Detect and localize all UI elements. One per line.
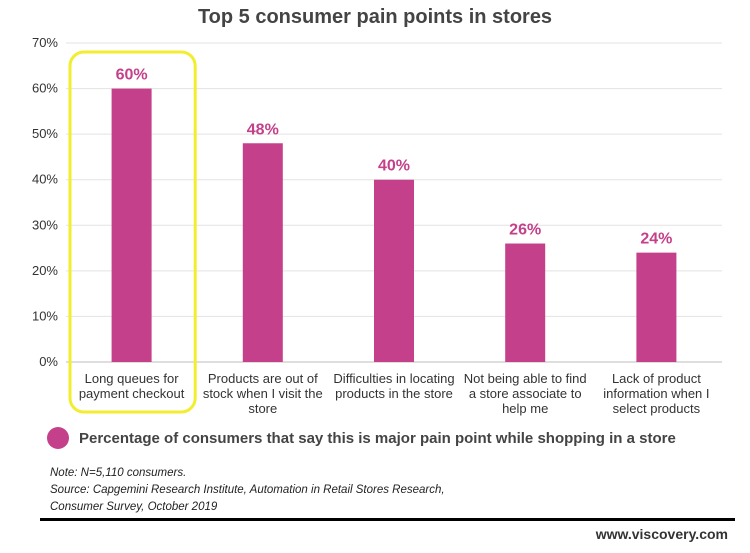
legend-swatch (47, 427, 69, 449)
category-label: Long queues for payment checkout (79, 371, 185, 401)
category-label-line: Not being able to find (464, 371, 587, 386)
category-label-line: help me (502, 401, 548, 416)
bar (111, 88, 152, 363)
website-url: www.viscovery.com (595, 526, 728, 542)
y-tick-label: 70% (32, 35, 58, 50)
category-label-line: Difficulties in locating (333, 371, 454, 386)
footer-divider (40, 518, 735, 521)
note-source-cont: Consumer Survey, October 2019 (50, 501, 218, 513)
category-label-line: store (248, 401, 277, 416)
category-label-line: select products (613, 401, 701, 416)
bar (374, 179, 414, 362)
y-tick-label: 30% (32, 217, 58, 232)
y-tick-label: 20% (32, 263, 58, 278)
category-label-line: information when I (603, 386, 709, 401)
chart-title: Top 5 consumer pain points in stores (197, 6, 553, 28)
y-axis: 0% 10% 20% 30% 40% 50% 60% 70% (32, 35, 58, 369)
y-tick-label: 40% (32, 172, 58, 187)
bar-value-label: 60% (116, 67, 148, 84)
bar (636, 252, 677, 362)
note-sample-size: Note: N=5,110 consumers. (50, 467, 187, 479)
bars (111, 88, 677, 363)
bar-chart: 0%10%20%30%40%50%60%70% 60%48%40%26%24% … (32, 35, 722, 416)
bar (505, 243, 546, 362)
category-label-line: products in the store (335, 386, 453, 401)
notes: Note: N=5,110 consumers. Source: Capgemi… (50, 465, 445, 516)
legend-label: Percentage of consumers that say this is… (79, 429, 676, 447)
category-label-line: stock when I visit the (203, 386, 323, 401)
bar-value-label: 26% (509, 222, 541, 239)
bar-value-label: 24% (640, 231, 672, 248)
category-label: Difficulties in locating products in the … (333, 371, 454, 401)
y-tick-label: 10% (32, 308, 58, 323)
category-label: Products are out of stock when I visit th… (203, 371, 323, 416)
highlight-box (68, 50, 197, 414)
category-label-line: a store associate to (469, 386, 582, 401)
category-label-line: payment checkout (79, 386, 185, 401)
legend: Percentage of consumers that say this is… (47, 427, 676, 449)
category-labels: Long queues for payment checkout Products … (79, 371, 710, 416)
y-tick-label: 50% (32, 126, 58, 141)
category-label-line: Long queues for (85, 371, 180, 386)
category-label: Not being able to find a store associate … (464, 371, 587, 416)
bar-value-label: 48% (247, 121, 279, 138)
note-source: Source: Capgemini Research Institute, Au… (50, 484, 445, 496)
category-label-line: Products are out of (208, 371, 318, 386)
bar-value-label: 40% (378, 158, 410, 175)
y-tick-label: 60% (32, 81, 58, 96)
bar (242, 143, 283, 362)
category-label-line: Lack of product (612, 371, 701, 386)
y-tick-label: 0% (39, 354, 58, 369)
value-labels: 60% 48% 40% 26% 24% (116, 67, 673, 248)
highlight-box-outline (68, 50, 197, 414)
